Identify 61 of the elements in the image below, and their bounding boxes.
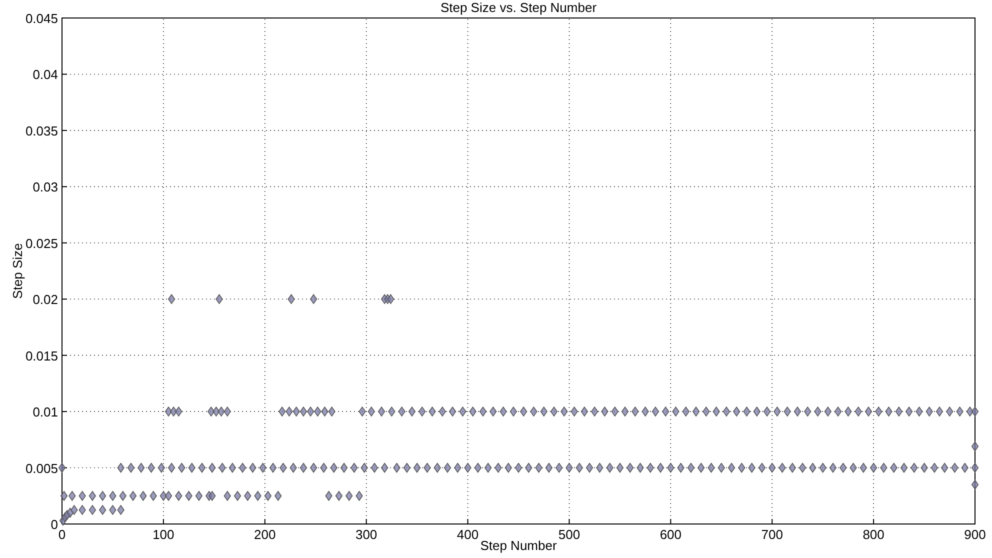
point [195,490,202,501]
point [117,505,124,515]
point [254,490,262,501]
y-tick-label: 0.02 [32,292,58,308]
y-tick-label: 0 [50,517,58,532]
y-axis-title: Step Size [10,243,25,299]
x-tick-label: 700 [761,527,783,542]
y-tick-label: 0.025 [25,236,58,251]
y-tick-label: 0.04 [32,67,58,82]
x-tick-label: 800 [862,527,884,542]
point [88,490,96,501]
point [234,490,242,501]
x-axis-title: Step Number [480,538,558,553]
point [264,490,272,501]
x-tick-label: 200 [254,527,276,542]
point [224,490,231,501]
y-tick-label: 0.005 [25,460,58,476]
point [88,505,96,515]
point [185,490,192,501]
point [971,480,979,490]
point [150,490,157,501]
point [164,490,172,501]
point [356,490,363,501]
point [208,490,216,501]
x-tick-label: 900 [964,527,986,542]
y-tick-label: 0.035 [25,123,58,138]
point [346,490,353,501]
point [244,490,252,501]
point [274,490,282,501]
point [387,294,394,304]
x-tick-label: 600 [660,527,682,542]
point [140,490,147,501]
point [119,490,126,501]
x-tick-label: 300 [355,527,378,542]
point [175,490,182,501]
point [310,294,318,304]
y-tick-label: 0.03 [32,180,58,195]
chart-title: Step Size vs. Step Number [440,0,598,15]
x-tick-label: 500 [558,527,580,542]
point [160,490,167,501]
point [99,490,106,501]
point [68,490,76,501]
point [109,505,116,515]
point [971,442,979,452]
x-tick-label: 400 [456,527,479,542]
point [288,294,295,304]
point [70,505,78,515]
point [99,505,106,515]
point [216,294,223,304]
y-tick-label: 0.015 [25,348,58,364]
point [78,490,86,501]
x-tick-label: 100 [152,527,174,542]
point [78,505,86,515]
point [168,294,176,304]
point [129,490,137,501]
point [335,490,342,501]
point [325,490,332,501]
point [109,490,116,501]
point [60,490,68,501]
y-tick-label: 0.045 [25,11,58,26]
y-tick-label: 0.01 [32,404,58,420]
